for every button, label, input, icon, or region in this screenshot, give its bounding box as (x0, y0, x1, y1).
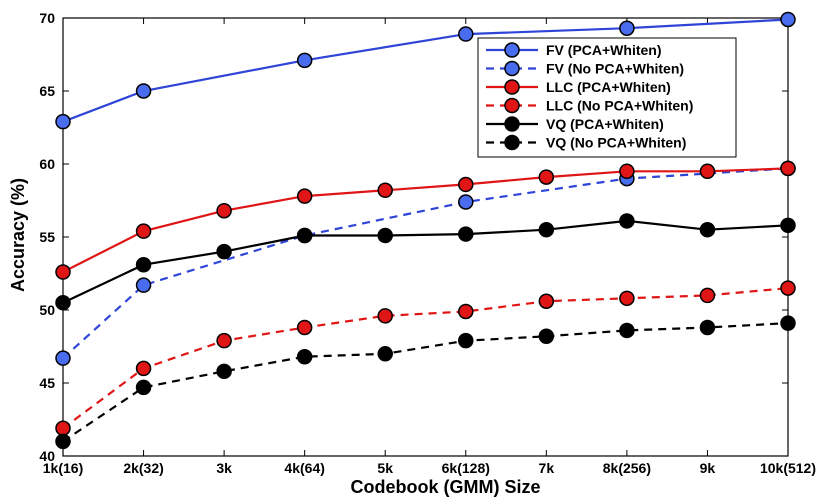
legend: FV (PCA+Whiten) FV (No PCA+Whiten) LLC (PC… (477, 37, 737, 158)
data-point-3-7 (619, 290, 635, 307)
x-tick-label: 7k (539, 460, 555, 476)
data-point-2-6 (538, 169, 555, 185)
data-point-3-2 (216, 332, 232, 349)
x-tick-label: 8k(256) (603, 460, 651, 476)
data-point-2-2 (216, 202, 232, 219)
data-point-4-7 (619, 213, 635, 229)
y-axis-label: Accuracy (%) (8, 178, 28, 292)
data-point-2-1 (135, 223, 152, 239)
y-tick-label: 55 (39, 229, 55, 245)
data-point-5-0 (55, 433, 71, 450)
data-point-0-7 (619, 20, 635, 36)
data-point-1-5 (458, 194, 474, 210)
x-tick-label: 6k(128) (442, 460, 490, 476)
legend-marker-4 (504, 116, 520, 132)
data-point-4-4 (377, 227, 393, 244)
data-point-2-7 (619, 163, 635, 180)
data-point-3-5 (458, 303, 474, 320)
legend-marker-2 (504, 79, 520, 95)
y-tick-label: 45 (39, 375, 55, 391)
data-point-3-6 (538, 293, 555, 309)
legend-entry-0: FV (PCA+Whiten) (546, 42, 662, 58)
legend-marker-0 (504, 42, 520, 58)
y-tick-label: 40 (39, 448, 55, 464)
data-point-2-4 (377, 182, 393, 199)
data-point-4-9 (780, 217, 796, 234)
data-point-5-1 (135, 379, 152, 396)
data-point-2-3 (296, 188, 313, 204)
y-tick-label: 65 (39, 83, 55, 99)
x-tick-label: 3k (216, 460, 232, 476)
data-point-5-6 (538, 328, 555, 345)
legend-entry-5: VQ (No PCA+Whiten) (546, 135, 686, 151)
series-line-3 (62, 287, 789, 430)
series-line-0 (62, 18, 789, 123)
data-point-5-8 (699, 319, 716, 336)
x-tick-label: 2k(32) (123, 460, 163, 476)
legend-box (477, 37, 737, 158)
x-tick-label: 9k (700, 460, 716, 476)
data-point-5-5 (458, 332, 474, 349)
y-tick-label: 60 (39, 156, 55, 172)
data-point-5-3 (296, 348, 313, 365)
data-point-5-9 (780, 315, 796, 331)
data-point-0-5 (458, 26, 474, 42)
legend-entry-2: LLC (PCA+Whiten) (546, 79, 671, 95)
legend-marker-5 (504, 134, 520, 151)
data-point-4-1 (135, 256, 152, 273)
y-tick-label: 70 (39, 10, 55, 26)
data-point-4-5 (458, 226, 474, 242)
x-tick-label: 10k(512) (760, 460, 816, 476)
data-point-5-7 (619, 322, 635, 339)
data-point-0-1 (135, 83, 152, 99)
data-point-4-3 (296, 227, 313, 244)
data-point-5-4 (377, 346, 393, 362)
x-tick-label: 1k(16) (43, 460, 83, 476)
x-tick-label: 4k(64) (284, 460, 324, 476)
x-axis-label: Codebook (GMM) Size (351, 477, 541, 497)
data-point-3-8 (699, 287, 716, 304)
series-line-4 (62, 219, 789, 304)
x-tick-label: 5k (377, 460, 393, 476)
data-point-4-2 (216, 243, 232, 260)
series-line-2 (62, 167, 789, 273)
data-point-3-1 (135, 360, 152, 377)
data-point-3-0 (55, 420, 71, 437)
data-point-5-2 (216, 363, 232, 380)
axes: 40 45 50 55 60 65 70 1k(16) 2k(32) 3k 4k(64) 5k 6k(1… (39, 10, 816, 476)
data-point-3-3 (296, 319, 313, 336)
series-line-1 (62, 167, 789, 360)
data-point-4-0 (55, 294, 71, 311)
legend-entry-3: LLC (No PCA+Whiten) (546, 98, 693, 114)
data-point-0-0 (55, 113, 71, 130)
data-point-2-0 (55, 264, 71, 280)
series-group (55, 11, 796, 450)
y-tick-label: 50 (39, 302, 55, 318)
data-point-2-9 (780, 160, 796, 177)
data-point-3-4 (377, 308, 393, 324)
data-point-1-1 (135, 277, 152, 293)
legend-marker-1 (504, 60, 520, 77)
data-point-4-8 (699, 221, 716, 238)
legend-marker-3 (504, 97, 520, 114)
data-point-0-9 (780, 11, 796, 28)
data-point-3-9 (780, 280, 796, 296)
data-point-4-6 (538, 221, 555, 238)
data-point-2-5 (458, 176, 474, 193)
data-point-0-3 (296, 52, 313, 69)
data-point-1-0 (55, 350, 71, 366)
series-line-5 (62, 322, 789, 443)
legend-entry-1: FV (No PCA+Whiten) (546, 61, 684, 77)
legend-entry-4: VQ (PCA+Whiten) (546, 116, 664, 132)
data-point-2-8 (699, 163, 716, 180)
